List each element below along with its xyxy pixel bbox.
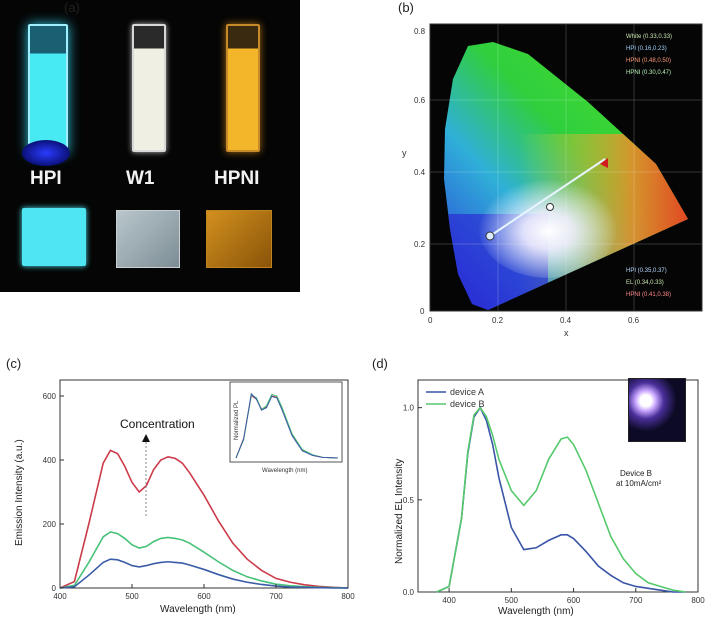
chart-c-ytick-3: 600 bbox=[43, 392, 57, 401]
cie-diagram: White (0.33,0.33) HPI (0.16,0.23) HPNI (… bbox=[402, 23, 703, 338]
legend-device-a: device A bbox=[450, 387, 484, 397]
chart-d-ytick-0: 0.0 bbox=[403, 588, 415, 597]
cie-y-label: y bbox=[402, 148, 407, 158]
panel-c-label: (c) bbox=[6, 356, 22, 371]
legend-top-1: HPI (0.16,0.23) bbox=[626, 46, 667, 52]
cuvette-label-w1: W1 bbox=[126, 168, 155, 189]
chart-d-xlabel: Wavelength (nm) bbox=[498, 606, 574, 617]
cie-x-label: x bbox=[564, 328, 569, 338]
chart-c-xtick-1: 500 bbox=[125, 592, 139, 601]
cie-connect-line bbox=[489, 158, 606, 237]
chart-c-inset-series-2 bbox=[235, 392, 339, 459]
chart-d-xtick-4: 800 bbox=[691, 596, 705, 605]
inset-caption-line1: Device B bbox=[620, 469, 652, 478]
chart-d-ytick-1: 0.5 bbox=[403, 496, 415, 505]
device-b-photo bbox=[628, 378, 686, 442]
chart-c-arrow-head bbox=[142, 434, 150, 442]
inset-caption-line2: at 10mA/cm² bbox=[616, 479, 662, 488]
chart-d-xtick-0: 400 bbox=[442, 596, 456, 605]
chart-c-xtick-2: 600 bbox=[197, 592, 211, 601]
chart-d-xtick-3: 700 bbox=[629, 596, 643, 605]
cie-point-hpi bbox=[485, 231, 495, 241]
chart-d-xtick-1: 500 bbox=[505, 596, 519, 605]
cie-y-tick-1: 0.2 bbox=[414, 240, 426, 249]
chart-c-xtick-4: 800 bbox=[341, 592, 355, 601]
chart-c-ylabel: Emission Intensity (a.u.) bbox=[14, 439, 25, 546]
chart-c-inset-ylabel: Normalized PL bbox=[234, 400, 240, 440]
chart-c-inset-xlabel: Wavelength (nm) bbox=[262, 468, 307, 474]
chart-c-ytick-2: 400 bbox=[43, 456, 57, 465]
panel-a-label: (a) bbox=[64, 0, 80, 15]
film-hpi bbox=[22, 208, 86, 266]
chart-d-ylabel: Normalized EL Intensity bbox=[394, 459, 405, 564]
chart-d-ytick-2: 1.0 bbox=[403, 404, 415, 413]
cie-y-tick-0: 0 bbox=[420, 307, 425, 316]
cie-x-tick-1: 0.2 bbox=[492, 316, 504, 325]
legend-bottom-1: EL (0.34,0.33) bbox=[626, 280, 664, 286]
film-w1 bbox=[116, 210, 180, 268]
cie-point-white bbox=[546, 203, 554, 211]
chart-c-series-1 bbox=[59, 531, 349, 589]
chart-c-series-0 bbox=[59, 449, 349, 589]
cuvette-label-hpni: HPNI bbox=[214, 168, 260, 189]
chart-c-ytick-1: 200 bbox=[43, 520, 57, 529]
panel-d-label: (d) bbox=[372, 356, 388, 371]
cuvette-hpi-glow bbox=[22, 140, 70, 166]
chart-c: 0 200 400 600 400 500 600 700 800 Concentration… bbox=[14, 379, 355, 615]
cie-legend-top: White (0.33,0.33) HPI (0.16,0.23) HPNI (… bbox=[626, 34, 672, 76]
chart-c-series-2 bbox=[59, 558, 348, 589]
cie-legend-bottom: HPI (0.35,0.37) EL (0.34,0.33) HPNI (0.4… bbox=[626, 268, 671, 298]
cie-y-tick-2: 0.4 bbox=[414, 168, 426, 177]
legend-bottom-0: HPI (0.35,0.37) bbox=[626, 268, 667, 274]
cie-x-tick-0: 0 bbox=[428, 316, 433, 325]
legend-top-3: HPNI (0.30,0.47) bbox=[626, 70, 671, 76]
chart-d-xtick-2: 600 bbox=[567, 596, 581, 605]
legend-top-2: HPNI (0.48,0.50) bbox=[626, 58, 671, 64]
film-hpni bbox=[206, 210, 272, 268]
chart-c-xtick-0: 400 bbox=[53, 592, 67, 601]
panel-b-label: (b) bbox=[398, 0, 414, 15]
legend-top-0: White (0.33,0.33) bbox=[626, 34, 672, 40]
chart-c-xlabel: Wavelength (nm) bbox=[160, 604, 236, 615]
legend-device-b: device B bbox=[450, 399, 485, 409]
cie-x-tick-3: 0.6 bbox=[628, 316, 640, 325]
cie-y-tick-3: 0.6 bbox=[414, 96, 426, 105]
chart-c-inset-series-1 bbox=[235, 393, 339, 459]
cuvette-hpni bbox=[226, 24, 260, 152]
cie-point-hpni bbox=[600, 158, 608, 168]
cuvette-w1 bbox=[132, 24, 166, 152]
chart-c-annotation: Concentration bbox=[120, 417, 195, 431]
chart-c-inset bbox=[229, 381, 343, 463]
legend-bottom-2: HPNI (0.41,0.38) bbox=[626, 292, 671, 298]
chart-d-series-1 bbox=[436, 406, 686, 593]
cie-x-tick-2: 0.4 bbox=[560, 316, 572, 325]
cie-y-tick-4: 0.8 bbox=[414, 27, 426, 36]
chart-c-ytick-0: 0 bbox=[52, 584, 57, 593]
cuvette-label-hpi: HPI bbox=[30, 168, 62, 189]
chart-c-xtick-3: 700 bbox=[269, 592, 283, 601]
cuvette-hpi bbox=[28, 24, 68, 154]
photo-panel-a: HPI W1 HPNI bbox=[0, 0, 300, 292]
